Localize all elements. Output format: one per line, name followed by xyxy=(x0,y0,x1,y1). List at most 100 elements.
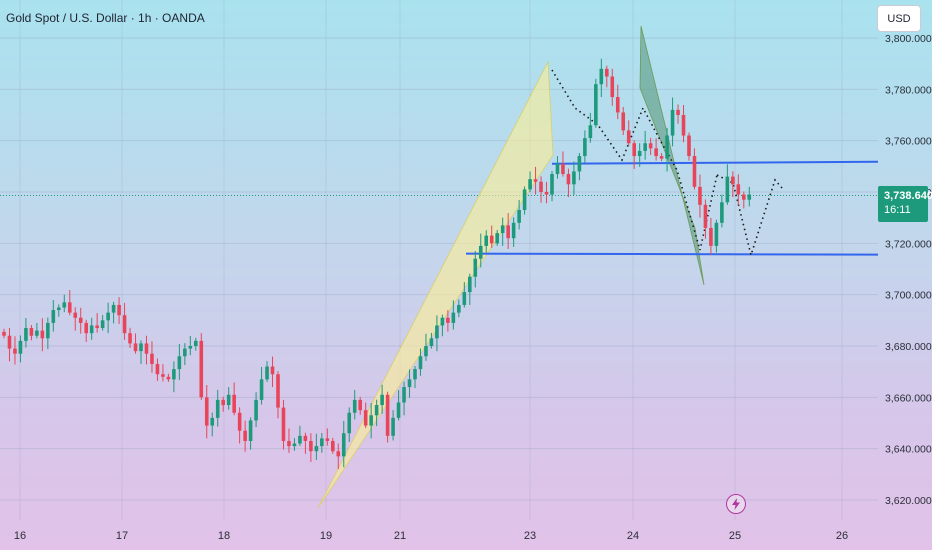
candle-body xyxy=(78,317,83,323)
candle-body xyxy=(24,328,28,341)
candle-body xyxy=(292,443,297,447)
candle-body xyxy=(385,394,390,436)
candle-body xyxy=(402,387,406,403)
symbol-title[interactable]: Gold Spot / U.S. Dollar · 1h · OANDA xyxy=(6,11,205,25)
ascending-channel[interactable] xyxy=(317,60,554,509)
candle-body xyxy=(150,353,154,364)
candle-body xyxy=(725,176,730,203)
candle-body xyxy=(692,156,697,187)
current-price-tag: 3,738.640 16:11 xyxy=(878,186,932,222)
candle-body xyxy=(336,451,341,457)
candle-body xyxy=(2,331,6,336)
candle-body xyxy=(13,348,17,354)
candle-body xyxy=(610,76,615,98)
y-tick-label: 3,760.000 xyxy=(885,136,932,148)
x-tick-label: 25 xyxy=(729,530,741,542)
candle-body xyxy=(418,356,423,370)
candle-body xyxy=(29,328,34,336)
candle-body xyxy=(446,317,450,323)
candle-body xyxy=(331,440,335,452)
candle-body xyxy=(139,343,143,352)
candle-body xyxy=(396,402,401,418)
candle-body xyxy=(528,179,532,190)
candle-body xyxy=(237,412,242,431)
candle-body xyxy=(325,438,330,441)
candle-body xyxy=(643,143,647,151)
candle-body xyxy=(248,420,253,441)
candle-body xyxy=(281,407,286,441)
candle-body xyxy=(391,417,395,436)
candle-body xyxy=(309,440,313,452)
candle-body xyxy=(188,346,193,349)
currency-button[interactable]: USD xyxy=(877,5,921,32)
candle-body xyxy=(577,156,582,172)
y-tick-label: 3,640.000 xyxy=(885,444,932,456)
support-line[interactable] xyxy=(465,252,879,256)
candle-body xyxy=(57,307,61,311)
candle-body xyxy=(659,156,664,159)
falling-wedge[interactable] xyxy=(639,25,705,286)
chart-grid xyxy=(0,0,878,520)
candle-body xyxy=(117,304,121,316)
candle-body xyxy=(637,150,642,157)
x-tick-label: 26 xyxy=(836,530,848,542)
candle-body xyxy=(731,176,735,185)
candle-body xyxy=(489,235,494,244)
candle-body xyxy=(572,171,576,185)
candle-body xyxy=(555,163,560,175)
candle-body xyxy=(111,304,116,313)
candle-body xyxy=(676,109,680,115)
candle-body xyxy=(440,317,445,326)
candle-body xyxy=(484,235,489,246)
candle-body xyxy=(46,322,50,339)
y-tick-label: 3,780.000 xyxy=(885,84,932,96)
candle-body xyxy=(522,189,527,210)
candle-body xyxy=(544,192,549,195)
candle-body xyxy=(457,304,461,313)
candle-body xyxy=(51,310,56,323)
candle-body xyxy=(259,379,264,400)
candle-body xyxy=(615,97,620,113)
y-tick-label: 3,720.000 xyxy=(885,238,932,250)
candle-body xyxy=(413,369,417,380)
candle-body xyxy=(199,340,204,398)
x-tick-label: 17 xyxy=(116,530,128,542)
candle-body xyxy=(89,325,94,334)
x-tick-label: 21 xyxy=(394,530,406,542)
candle-body xyxy=(424,346,428,357)
candle-body xyxy=(320,438,324,447)
candle-body xyxy=(314,446,319,452)
candle-body xyxy=(681,115,686,136)
candle-body xyxy=(40,330,45,339)
candle-body xyxy=(380,394,384,406)
candle-body xyxy=(462,292,467,305)
candle-body xyxy=(533,179,538,182)
candle-body xyxy=(407,379,412,388)
candle-body xyxy=(594,84,598,126)
candle-body xyxy=(254,399,258,421)
y-tick-label: 3,800.000 xyxy=(885,33,932,45)
candle-body xyxy=(561,163,565,175)
candle-body xyxy=(226,394,231,406)
candle-body xyxy=(500,225,505,234)
y-tick-label: 3,620.000 xyxy=(885,495,932,507)
lightning-icon[interactable] xyxy=(726,494,746,514)
candle-body xyxy=(369,415,373,426)
current-price-value: 3,738.640 xyxy=(884,190,932,202)
candle-body xyxy=(303,435,308,441)
candle-body xyxy=(632,143,636,157)
candle-body xyxy=(352,399,357,413)
y-tick-label: 3,660.000 xyxy=(885,392,932,404)
candle-body xyxy=(550,174,554,195)
candle-body xyxy=(221,399,225,406)
candle-body xyxy=(172,369,176,380)
candle-body xyxy=(128,333,132,344)
candle-body xyxy=(215,399,220,418)
candle-body xyxy=(621,112,626,131)
resistance-line[interactable] xyxy=(551,160,879,165)
candle-body xyxy=(588,125,593,139)
candle-body xyxy=(95,325,99,329)
chart-drawings[interactable] xyxy=(317,25,879,509)
candle-body xyxy=(435,325,439,339)
